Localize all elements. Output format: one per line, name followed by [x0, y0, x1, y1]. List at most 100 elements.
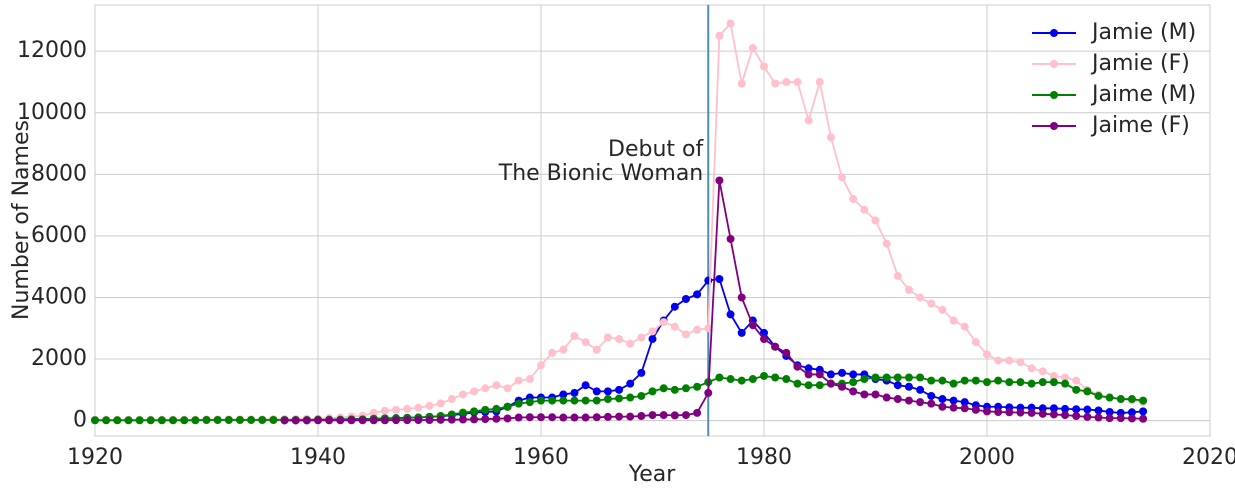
point: [1061, 411, 1070, 420]
point: [782, 348, 791, 357]
point: [793, 362, 802, 371]
point: [581, 396, 590, 405]
point: [570, 331, 579, 340]
point: [615, 335, 624, 344]
point: [670, 385, 679, 394]
point: [916, 293, 925, 302]
point: [871, 390, 880, 399]
point: [559, 413, 568, 422]
point: [815, 381, 824, 390]
point: [927, 391, 936, 400]
point: [838, 368, 847, 377]
point: [336, 416, 345, 425]
point: [726, 234, 735, 243]
point: [994, 407, 1003, 416]
point: [670, 302, 679, 311]
point: [994, 356, 1003, 365]
point: [1105, 393, 1114, 402]
point: [626, 393, 635, 402]
point: [235, 415, 244, 424]
point: [960, 404, 969, 413]
point: [581, 381, 590, 390]
point: [960, 376, 969, 385]
point: [938, 376, 947, 385]
point: [626, 379, 635, 388]
point: [470, 387, 479, 396]
point: [782, 77, 791, 86]
point: [659, 411, 668, 420]
point: [615, 412, 624, 421]
point: [737, 328, 746, 337]
point: [949, 403, 958, 412]
point: [793, 77, 802, 86]
point: [492, 404, 501, 413]
point: [637, 333, 646, 342]
y-tick-label: 6000: [31, 223, 87, 248]
point: [224, 415, 233, 424]
point: [983, 350, 991, 359]
point: [369, 416, 378, 425]
point: [447, 415, 456, 424]
point: [648, 387, 657, 396]
point: [927, 399, 936, 408]
point: [603, 395, 612, 404]
point: [592, 387, 601, 396]
point: [681, 411, 690, 420]
point: [392, 405, 401, 414]
legend-marker: [1050, 60, 1058, 68]
point: [1139, 396, 1148, 405]
point: [525, 413, 534, 422]
point: [436, 399, 445, 408]
point: [904, 382, 913, 391]
point: [904, 396, 913, 405]
point: [548, 396, 557, 405]
point: [592, 396, 601, 405]
point: [1005, 356, 1014, 365]
point: [191, 416, 200, 425]
point: [481, 405, 490, 414]
point: [949, 316, 958, 325]
point: [525, 375, 534, 384]
point: [804, 370, 813, 379]
point: [1139, 407, 1148, 416]
point: [403, 416, 412, 425]
point: [648, 411, 657, 420]
point: [1027, 379, 1036, 388]
point: [403, 404, 412, 413]
point: [470, 415, 479, 424]
point: [960, 322, 969, 331]
point: [838, 382, 847, 391]
point: [1061, 404, 1070, 413]
point: [280, 416, 289, 425]
point: [492, 381, 501, 390]
point: [1072, 405, 1081, 414]
x-axis-label: Year: [628, 462, 677, 485]
point: [1094, 391, 1103, 400]
point: [748, 321, 757, 330]
legend-label: Jaime (M): [1090, 82, 1196, 107]
point: [949, 396, 958, 405]
point: [659, 318, 668, 327]
point: [91, 416, 99, 425]
point: [1005, 378, 1014, 387]
point: [615, 385, 624, 394]
point: [1049, 404, 1058, 413]
point: [893, 271, 902, 280]
annotation: The Bionic Woman: [498, 161, 704, 186]
point: [927, 299, 936, 308]
annotation: Debut of: [608, 137, 704, 162]
point: [258, 415, 267, 424]
point: [481, 415, 490, 424]
point: [1127, 395, 1136, 404]
point: [1049, 371, 1058, 380]
point: [726, 19, 735, 28]
point: [893, 373, 902, 382]
point: [570, 388, 579, 397]
point: [737, 293, 746, 302]
point: [693, 290, 702, 299]
point: [102, 416, 111, 425]
point: [458, 408, 467, 417]
point: [269, 415, 278, 424]
point: [626, 339, 635, 348]
